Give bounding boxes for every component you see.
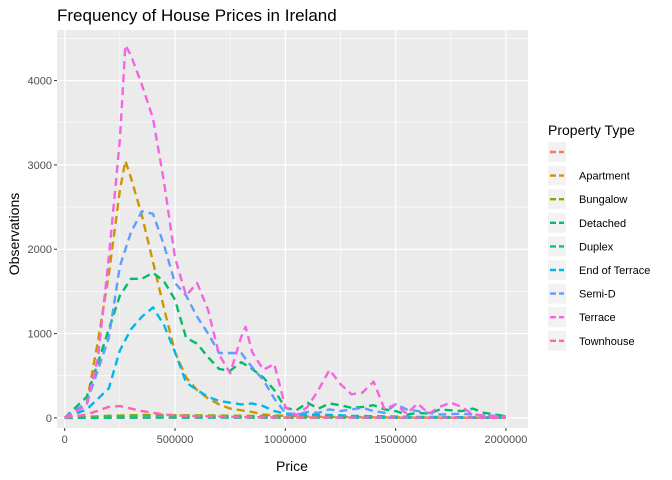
x-tick-label: 1000000 <box>264 434 307 446</box>
x-tick-label: 2000000 <box>485 434 528 446</box>
series-line-terrace <box>64 44 506 419</box>
y-tick-label: 1000 <box>28 329 52 341</box>
legend-key-background <box>548 142 566 162</box>
chart-title: Frequency of House Prices in Ireland <box>57 6 337 25</box>
y-tick-label: 3000 <box>28 160 52 172</box>
legend-label: Apartment <box>579 171 630 183</box>
major-gridlines <box>57 30 528 428</box>
legend-label: Semi-D <box>579 289 616 301</box>
legend-label: Townhouse <box>579 336 635 348</box>
legend-label: End of Terrace <box>579 265 650 277</box>
legend-title: Property Type <box>548 122 635 138</box>
legend-key-background <box>548 260 566 280</box>
legend-key-background <box>548 212 566 233</box>
x-tick-label: 0 <box>62 434 68 446</box>
x-axis-title: Price <box>276 458 308 474</box>
plot-panel <box>57 30 528 428</box>
series-lines <box>63 44 507 420</box>
legend-key-background <box>548 283 566 304</box>
legend-label: Duplex <box>579 241 614 253</box>
series-line-end-of-terrace <box>64 306 506 420</box>
x-tick-label: 500000 <box>157 434 194 446</box>
legend-label: Bungalow <box>579 194 627 206</box>
y-tick-label: 4000 <box>28 76 52 88</box>
series-line-townhouse <box>64 404 506 420</box>
legend-key-background <box>548 165 566 186</box>
minor-gridlines <box>57 30 528 428</box>
x-tick-label: 1500000 <box>374 434 417 446</box>
y-tick-label: 2000 <box>28 244 52 256</box>
legend-label: Terrace <box>579 312 616 324</box>
y-tick-label: 0 <box>46 413 52 425</box>
y-axis: 0 1000 2000 3000 4000 <box>28 76 57 425</box>
legend-key-background <box>548 330 566 351</box>
legend-label: Detached <box>579 218 626 230</box>
y-axis-title: Observations <box>6 193 22 275</box>
legend-key-background <box>548 307 566 328</box>
legend-key-background <box>548 189 566 210</box>
series-line-semi-d <box>64 210 506 419</box>
legend-key-background <box>548 236 566 257</box>
x-axis: 0 500000 1000000 1500000 2000000 <box>62 428 528 446</box>
legend: Property Type Apartment Bungalow Detached D… <box>548 122 650 351</box>
